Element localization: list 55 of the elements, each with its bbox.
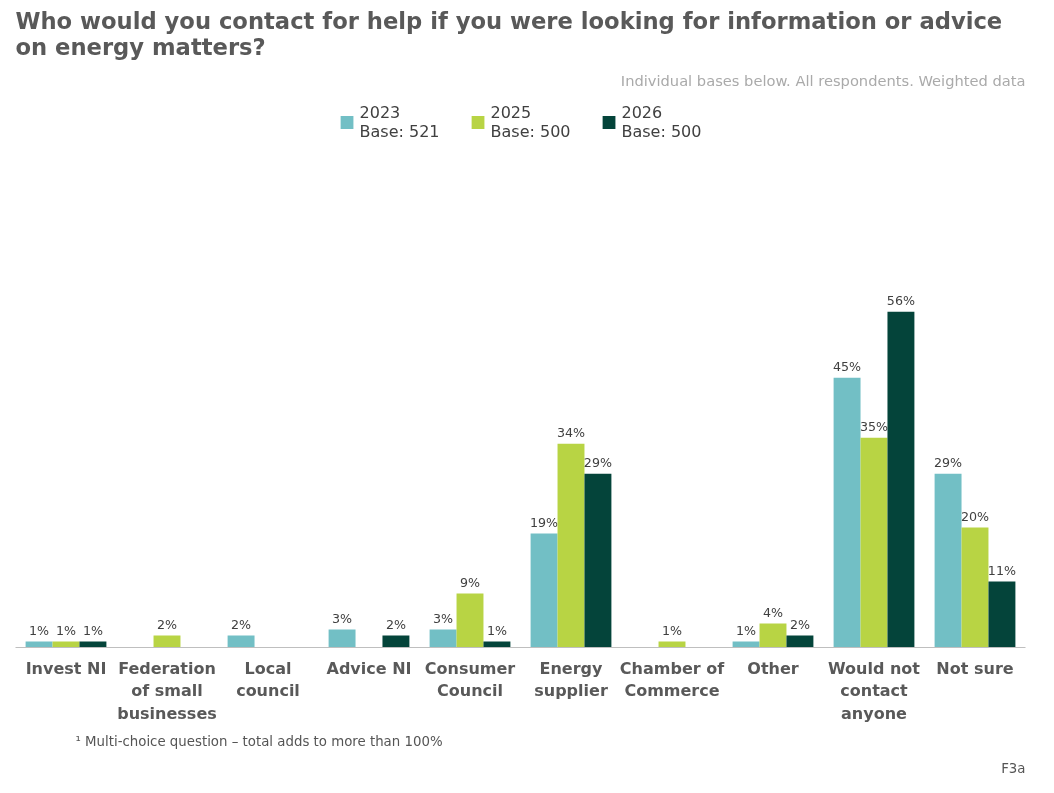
bar xyxy=(530,533,558,648)
data-label: 11% xyxy=(987,562,1017,578)
bar xyxy=(429,629,457,648)
data-label: 29% xyxy=(583,454,613,470)
bar xyxy=(961,527,989,648)
data-label: 3% xyxy=(332,610,353,626)
bar xyxy=(759,623,787,648)
legend-label: 2026 Base: 500 xyxy=(621,103,702,141)
data-label: 2% xyxy=(231,616,252,632)
text: Individual bases below. All respondents. Weighted data xyxy=(620,71,1026,89)
x-tick-label: Federation of small businesses xyxy=(117,658,217,724)
text: ¹ Multi-choice question – total adds to more than 100% xyxy=(75,733,443,749)
data-label: 1% xyxy=(661,622,683,638)
x-tick-label: Would not contact anyone xyxy=(828,658,921,724)
data-label: 2% xyxy=(156,616,178,632)
data-label: 1% xyxy=(29,622,50,638)
bar xyxy=(833,377,861,648)
data-label: 1% xyxy=(486,622,507,638)
data-label: 19% xyxy=(530,514,559,530)
text: F3a xyxy=(1001,760,1026,776)
bar xyxy=(934,473,962,648)
data-label: 2% xyxy=(385,616,406,632)
x-tick-label: Energy supplier xyxy=(534,658,608,701)
bar xyxy=(988,581,1016,648)
data-label: 20% xyxy=(960,508,990,524)
bar xyxy=(456,593,484,648)
data-label: 1% xyxy=(82,622,103,638)
chart-title: Who would you contact for help if you were looking for information or advice on energy matters? xyxy=(15,7,1003,60)
data-label: 34% xyxy=(556,424,586,440)
bar xyxy=(786,635,814,648)
x-tick-label: Chamber of Commerce xyxy=(619,658,726,701)
x-tick-label: Invest NI xyxy=(25,658,107,678)
data-label: 29% xyxy=(934,454,963,470)
x-tick-label: Not sure xyxy=(936,658,1014,678)
data-label: 3% xyxy=(433,610,454,626)
data-label: 4% xyxy=(762,604,784,620)
data-label: 56% xyxy=(886,292,916,308)
data-label: 2% xyxy=(789,616,810,632)
x-tick-label: Advice NI xyxy=(326,658,412,678)
x-tick-label: Consumer Council xyxy=(424,658,516,701)
x-tick-label: Other xyxy=(747,658,799,678)
bar xyxy=(557,443,585,648)
bar xyxy=(328,629,356,648)
data-label: 1% xyxy=(736,622,757,638)
bar xyxy=(887,311,915,648)
legend-label: 2025 Base: 500 xyxy=(490,103,571,141)
data-label: 45% xyxy=(833,358,862,374)
bar xyxy=(860,437,888,648)
x-tick-label: Local council xyxy=(236,658,300,701)
bar xyxy=(584,473,612,648)
bar xyxy=(382,635,410,648)
data-label: 1% xyxy=(55,622,77,638)
legend-label: 2023 Base: 521 xyxy=(359,103,440,141)
data-label: 9% xyxy=(459,574,481,590)
bar xyxy=(227,635,255,648)
